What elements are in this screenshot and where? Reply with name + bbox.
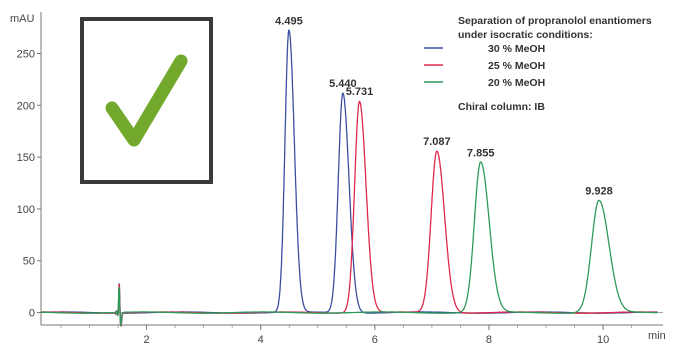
x-tick-label: 10 bbox=[597, 334, 609, 346]
legend-note: Chiral column: IB bbox=[458, 101, 545, 113]
peak-label: 7.855 bbox=[467, 147, 495, 159]
y-tick-label: 150 bbox=[17, 152, 35, 164]
legend-entry-label: 25 % MeOH bbox=[488, 60, 545, 72]
x-tick-label: 6 bbox=[372, 334, 378, 346]
peak-label: 5.440 bbox=[329, 78, 357, 90]
y-tick-label: 100 bbox=[17, 204, 35, 216]
series-lines bbox=[41, 29, 658, 328]
x-tick-label: 4 bbox=[258, 334, 264, 346]
checkmark-icon bbox=[105, 54, 188, 147]
y-tick-label: 0 bbox=[29, 308, 35, 320]
legend: Separation of propranolol enantiomers un… bbox=[424, 15, 652, 113]
legend-entry-label: 20 % MeOH bbox=[488, 77, 545, 89]
series-line-3 bbox=[41, 161, 658, 328]
legend-title-line-1: Separation of propranolol enantiomers bbox=[458, 15, 652, 27]
y-tick-label: 250 bbox=[17, 48, 35, 60]
y-axis-label: mAU bbox=[10, 13, 35, 25]
x-axis-label: min bbox=[648, 330, 666, 342]
peak-label: 5.731 bbox=[346, 86, 374, 98]
x-tick-label: 8 bbox=[486, 334, 492, 346]
legend-title-line-2: under isocratic conditions: bbox=[458, 29, 593, 41]
y-tick-label: 50 bbox=[23, 256, 35, 268]
legend-entry-label: 30 % MeOH bbox=[488, 43, 545, 55]
y-tick-label: 200 bbox=[17, 100, 35, 112]
legend-entries: 30 % MeOH 25 % MeOH 20 % MeOH bbox=[424, 43, 545, 89]
peak-label: 7.087 bbox=[423, 136, 451, 148]
peak-label: 9.928 bbox=[585, 186, 613, 198]
x-tick-label: 2 bbox=[144, 334, 150, 346]
checkmark-frame bbox=[80, 17, 213, 184]
peak-label: 4.495 bbox=[275, 16, 303, 28]
